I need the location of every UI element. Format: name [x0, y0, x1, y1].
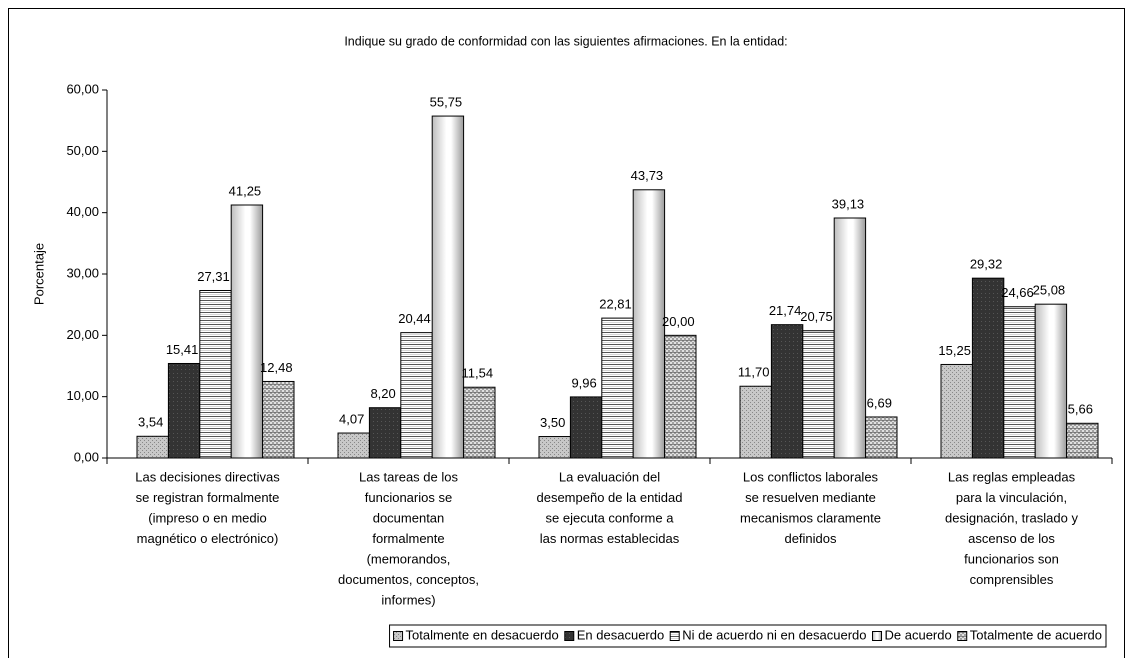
value-label: 41,25: [229, 183, 262, 198]
value-label: 25,08: [1033, 283, 1066, 298]
value-label: 11,54: [462, 366, 494, 381]
x-tick-label: informes): [381, 592, 435, 607]
value-label: 12,48: [260, 360, 293, 375]
bar: [865, 416, 898, 459]
bar: [940, 363, 973, 459]
y-tick-label: 60,00: [66, 81, 99, 96]
x-tick-label: formalmente: [372, 531, 444, 546]
x-tick-label: funcionarios son: [964, 551, 1059, 566]
y-tick-label: 0,00: [74, 449, 99, 464]
x-tick-label: para la vinculación,: [956, 490, 1067, 505]
bar: [167, 362, 201, 459]
legend-box: [389, 624, 1107, 648]
x-tick-label: desempeño de la entidad: [536, 490, 682, 505]
value-label: 55,75: [430, 95, 463, 110]
bar: [770, 324, 804, 459]
x-tick-label: se resuelven mediante: [745, 490, 876, 505]
bar: [971, 277, 1005, 459]
y-axis-label: Porcentaje: [31, 243, 46, 305]
legend-label: En desacuerdo: [577, 627, 664, 642]
bar: [230, 204, 264, 459]
x-tick-label: documentos, conceptos,: [338, 572, 479, 587]
x-tick-label: se registran formalmente: [136, 490, 280, 505]
bar: [569, 396, 603, 459]
x-tick-label: La evaluación del: [559, 469, 660, 484]
bar: [337, 432, 370, 459]
value-label: 43,73: [631, 168, 664, 183]
value-label: 21,74: [769, 303, 802, 318]
legend-label: Ni de acuerdo ni en desacuerdo: [682, 627, 866, 642]
y-tick-label: 40,00: [66, 204, 99, 219]
legend-label: De acuerdo: [885, 627, 952, 642]
bar: [538, 436, 571, 459]
x-tick-label: designación, traslado y: [945, 510, 1078, 525]
value-label: 4,07: [339, 411, 364, 426]
legend-label: Totalmente en desacuerdo: [406, 627, 559, 642]
bar: [632, 189, 666, 459]
x-tick-label: funcionarios se: [365, 490, 452, 505]
x-tick-label: documentan: [373, 510, 445, 525]
bar: [833, 217, 867, 459]
x-tick-label: comprensibles: [970, 572, 1054, 587]
x-tick-label: (impreso o en medio: [148, 510, 267, 525]
value-label: 20,44: [398, 311, 431, 326]
value-label: 3,50: [540, 415, 565, 430]
x-tick-label: Las reglas empleadas: [948, 469, 1076, 484]
legend-swatch: [393, 631, 404, 641]
value-label: 29,32: [970, 257, 1003, 272]
chart-title: Indique su grado de conformidad con las …: [344, 34, 787, 48]
y-tick-label: 50,00: [66, 143, 99, 158]
x-tick-label: se ejecuta conforme a: [546, 510, 675, 525]
value-label: 9,96: [571, 375, 596, 390]
value-label: 15,41: [166, 342, 199, 357]
x-tick-label: (memorandos,: [367, 551, 451, 566]
bar: [136, 435, 169, 459]
chart-frame: [8, 8, 1125, 658]
x-tick-label: magnético o electrónico): [137, 531, 279, 546]
legend-swatch: [957, 631, 968, 641]
value-label: 5,66: [1068, 402, 1093, 417]
value-label: 20,00: [662, 314, 695, 329]
value-label: 3,54: [138, 415, 163, 430]
x-tick-label: ascenso de los: [968, 531, 1055, 546]
bar: [1003, 306, 1036, 459]
value-label: 15,25: [938, 343, 971, 358]
bar: [1034, 303, 1068, 459]
bar: [199, 289, 232, 459]
legend-swatch: [564, 631, 575, 641]
value-label: 8,20: [370, 386, 395, 401]
legend: Totalmente en desacuerdo En desacuerdo Ni …: [389, 624, 1107, 648]
bar: [262, 380, 295, 459]
y-tick-label: 20,00: [66, 327, 99, 342]
legend-swatch: [872, 631, 883, 641]
legend-swatch: [669, 631, 680, 641]
value-label: 27,31: [197, 269, 230, 284]
value-label: 24,66: [1001, 285, 1034, 300]
bar: [802, 330, 835, 459]
value-label: 22,81: [599, 297, 632, 312]
x-tick-label: definidos: [784, 531, 837, 546]
bar: [463, 386, 496, 459]
x-tick-label: Las decisiones directivas: [135, 469, 280, 484]
bar: [601, 317, 634, 459]
legend-label: Totalmente de acuerdo: [970, 627, 1102, 642]
bar: [431, 115, 465, 459]
bar: [739, 385, 772, 459]
value-label: 11,70: [738, 365, 770, 380]
bar: [664, 334, 697, 459]
bar: [368, 407, 402, 459]
y-tick-label: 10,00: [66, 388, 99, 403]
value-label: 39,13: [832, 196, 865, 211]
y-tick-label: 30,00: [66, 265, 99, 280]
value-label: 20,75: [800, 309, 833, 324]
x-tick-label: Las tareas de los: [359, 469, 459, 484]
x-tick-label: Los conflictos laborales: [743, 469, 879, 484]
x-tick-label: mecanismos claramente: [740, 510, 881, 525]
value-label: 6,69: [867, 395, 892, 410]
x-tick-label: las normas establecidas: [540, 531, 680, 546]
bar: [400, 332, 433, 459]
bar: [1066, 422, 1099, 459]
